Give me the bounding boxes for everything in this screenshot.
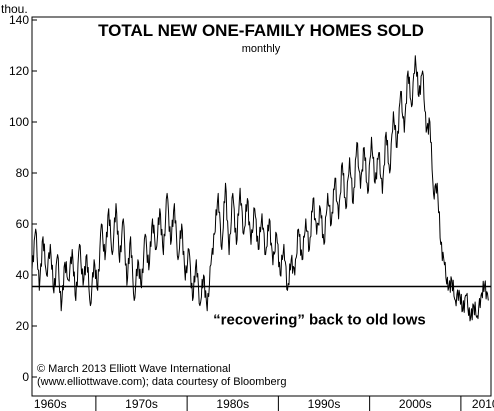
chart-title: TOTAL NEW ONE-FAMILY HOMES SOLD — [98, 21, 424, 40]
x-tick-label-2010s: 2010s — [472, 397, 494, 411]
x-axis: 1960s 1970s 1980s 1990s 2000s 2010s — [32, 395, 494, 411]
credit-line-2: (www.elliottwave.com); data courtesy of … — [37, 376, 286, 388]
y-axis: 0 20 40 60 80 100 120 140 — [9, 13, 37, 384]
x-tick-label-1990s: 1990s — [308, 397, 341, 411]
x-tick-label-1980s: 1980s — [216, 397, 249, 411]
x-tick-label-1960s: 1960s — [34, 397, 67, 411]
series-line-0 — [31, 55, 489, 322]
y-tick-label-40: 40 — [16, 268, 30, 282]
y-tick-label-20: 20 — [16, 319, 30, 333]
y-tick-label-140: 140 — [9, 13, 29, 27]
y-tick-label-120: 120 — [9, 64, 29, 78]
y-tick-label-0: 0 — [22, 370, 29, 384]
series-layer — [31, 55, 489, 322]
y-tick-label-60: 60 — [16, 217, 30, 231]
y-tick-label-80: 80 — [16, 166, 30, 180]
x-tick-label-2000s: 2000s — [399, 397, 432, 411]
annotation-recovering: “recovering” back to old lows — [213, 312, 426, 329]
y-tick-label-100: 100 — [9, 115, 29, 129]
credit-line-1: © March 2013 Elliott Wave International — [37, 363, 231, 375]
chart-subtitle: monthly — [242, 43, 281, 55]
y-axis-unit-label: thou. — [1, 2, 28, 16]
x-tick-label-1970s: 1970s — [125, 397, 158, 411]
